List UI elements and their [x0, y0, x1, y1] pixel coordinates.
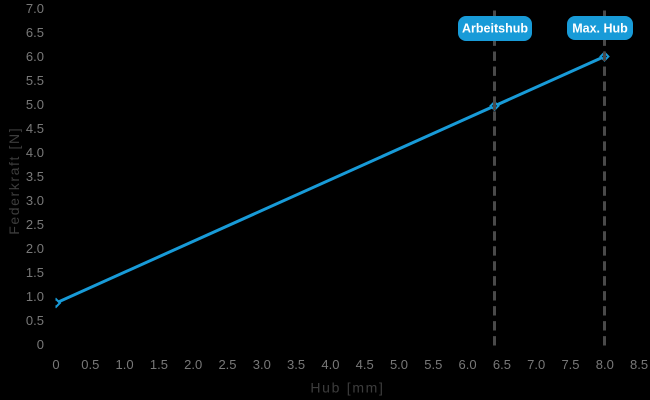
svg-text:3.0: 3.0: [253, 357, 271, 372]
svg-text:4.0: 4.0: [321, 357, 339, 372]
svg-text:Max. Hub: Max. Hub: [572, 21, 628, 35]
svg-text:6.5: 6.5: [26, 25, 44, 40]
svg-text:Hub [mm]: Hub [mm]: [310, 380, 384, 396]
svg-text:8.0: 8.0: [596, 357, 614, 372]
svg-text:7.5: 7.5: [561, 357, 579, 372]
svg-text:8.5: 8.5: [630, 357, 648, 372]
svg-text:6.5: 6.5: [493, 357, 511, 372]
svg-text:2.5: 2.5: [26, 217, 44, 232]
svg-text:4.5: 4.5: [26, 121, 44, 136]
svg-text:2.0: 2.0: [184, 357, 202, 372]
svg-text:6.0: 6.0: [26, 49, 44, 64]
svg-text:2.0: 2.0: [26, 241, 44, 256]
svg-text:0: 0: [52, 357, 59, 372]
svg-text:4.5: 4.5: [356, 357, 374, 372]
svg-text:7.0: 7.0: [26, 1, 44, 16]
svg-text:Federkraft [N]: Federkraft [N]: [6, 127, 22, 235]
svg-text:1.5: 1.5: [150, 357, 168, 372]
svg-text:6.0: 6.0: [459, 357, 477, 372]
svg-text:5.0: 5.0: [390, 357, 408, 372]
svg-text:3.5: 3.5: [287, 357, 305, 372]
svg-text:5.0: 5.0: [26, 97, 44, 112]
svg-text:Arbeitshub: Arbeitshub: [462, 22, 528, 36]
svg-text:5.5: 5.5: [424, 357, 442, 372]
svg-text:1.0: 1.0: [26, 289, 44, 304]
svg-text:3.0: 3.0: [26, 193, 44, 208]
svg-text:1.0: 1.0: [116, 357, 134, 372]
svg-text:0: 0: [37, 337, 44, 352]
svg-text:7.0: 7.0: [527, 357, 545, 372]
svg-text:0.5: 0.5: [26, 313, 44, 328]
svg-text:3.5: 3.5: [26, 169, 44, 184]
svg-text:2.5: 2.5: [218, 357, 236, 372]
svg-text:1.5: 1.5: [26, 265, 44, 280]
svg-text:4.0: 4.0: [26, 145, 44, 160]
svg-text:0.5: 0.5: [81, 357, 99, 372]
svg-text:5.5: 5.5: [26, 73, 44, 88]
